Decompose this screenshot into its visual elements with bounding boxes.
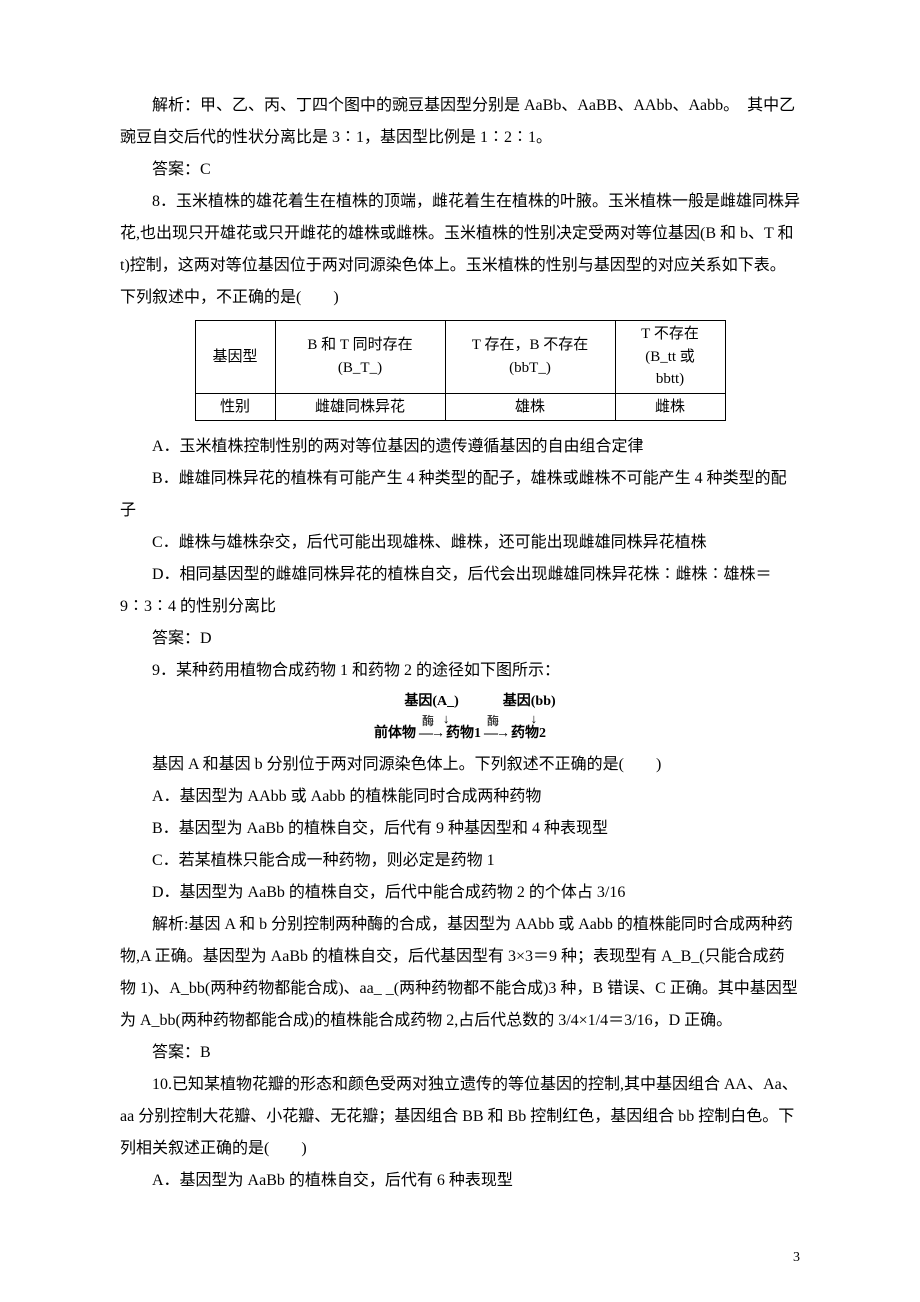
cell: 雄株 — [445, 393, 615, 421]
q8-table: 基因型 B 和 T 同时存在 (B_T_) T 存在，B 不存在 (bbT_) T … — [195, 320, 726, 421]
drug1-label: 药物1 — [446, 726, 481, 741]
page-number: 3 — [793, 1244, 800, 1272]
cell: 性别 — [195, 393, 275, 421]
cell: 雌雄同株异花 — [275, 393, 445, 421]
diagram-row-genes: 基因(A_) 基因(bb) — [120, 691, 800, 712]
q8-answer: 答案：D — [120, 623, 800, 655]
arrow-right-icon: 酶—→ — [481, 725, 511, 743]
cell-line1: T 不存在 — [641, 326, 699, 342]
cell-line1: B 和 T 同时存在 — [307, 337, 412, 353]
q9-option-c: C．若某植株只能合成一种药物，则必定是药物 1 — [120, 845, 800, 877]
q9-answer: 答案：B — [120, 1037, 800, 1069]
arrow-right-icon: 酶—→ — [416, 725, 446, 743]
cell: 雌株 — [615, 393, 725, 421]
diagram-row-arrows: ↓ ↓ — [120, 712, 800, 725]
cell-line2: (B_T_) — [338, 360, 382, 376]
q8-stem: 8．玉米植株的雄花着生在植株的顶端，雌花着生在植株的叶腋。玉米植株一般是雌雄同株… — [120, 186, 800, 314]
diagram-row-pathway: 前体物酶—→药物1酶—→药物2 — [120, 725, 800, 743]
q10-option-a: A．基因型为 AaBb 的植株自交，后代有 6 种表现型 — [120, 1165, 800, 1197]
q10-stem: 10.已知某植物花瓣的形态和颜色受两对独立遗传的等位基因的控制,其中基因组合 A… — [120, 1069, 800, 1165]
q9-diagram: 基因(A_) 基因(bb) ↓ ↓ 前体物酶—→药物1酶—→药物2 — [120, 691, 800, 743]
q9-option-d: D．基因型为 AaBb 的植株自交，后代中能合成药物 2 的个体占 3/16 — [120, 877, 800, 909]
q9-option-b: B．基因型为 AaBb 的植株自交，后代有 9 种基因型和 4 种表现型 — [120, 813, 800, 845]
cell: 基因型 — [195, 321, 275, 394]
gene-a-label: 基因(A_) — [404, 693, 458, 711]
q8-option-d: D．相同基因型的雌雄同株异花的植株自交，后代会出现雌雄同株异花株∶雌株∶雄株＝9… — [120, 559, 800, 623]
table-row: 基因型 B 和 T 同时存在 (B_T_) T 存在，B 不存在 (bbT_) T … — [195, 321, 725, 394]
q8-option-c: C．雌株与雄株杂交，后代可能出现雄株、雌株，还可能出现雌雄同株异花植株 — [120, 527, 800, 559]
cell-line3: bbtt) — [656, 371, 684, 387]
q9-stem: 9．某种药用植物合成药物 1 和药物 2 的途径如下图所示： — [120, 655, 800, 687]
cell: B 和 T 同时存在 (B_T_) — [275, 321, 445, 394]
q7-explain: 解析：甲、乙、丙、丁四个图中的豌豆基因型分别是 AaBb、AaBB、AAbb、A… — [120, 90, 800, 154]
q8-option-a: A．玉米植株控制性别的两对等位基因的遗传遵循基因的自由组合定律 — [120, 431, 800, 463]
arrow-down-icon: ↓ — [531, 712, 538, 725]
cell-line2: (B_tt 或 — [645, 349, 695, 365]
arrow-down-icon: ↓ — [443, 712, 450, 725]
q9-explain: 解析:基因 A 和 b 分别控制两种酶的合成，基因型为 AAbb 或 Aabb … — [120, 909, 800, 1037]
drug2-label: 药物2 — [511, 726, 546, 741]
cell: T 存在，B 不存在 (bbT_) — [445, 321, 615, 394]
precursor-label: 前体物 — [374, 726, 416, 741]
cell-line2: (bbT_) — [509, 360, 551, 376]
q8-option-b: B．雌雄同株异花的植株有可能产生 4 种类型的配子，雄株或雌株不可能产生 4 种… — [120, 463, 800, 527]
enzyme-label: 酶 — [487, 714, 499, 730]
enzyme-label: 酶 — [422, 714, 434, 730]
cell: T 不存在 (B_tt 或 bbtt) — [615, 321, 725, 394]
q9-option-a: A．基因型为 AAbb 或 Aabb 的植株能同时合成两种药物 — [120, 781, 800, 813]
cell-line1: T 存在，B 不存在 — [472, 337, 588, 353]
q7-answer: 答案：C — [120, 154, 800, 186]
gene-bb-label: 基因(bb) — [503, 693, 556, 711]
q9-after: 基因 A 和基因 b 分别位于两对同源染色体上。下列叙述不正确的是( ) — [120, 749, 800, 781]
table-row: 性别 雌雄同株异花 雄株 雌株 — [195, 393, 725, 421]
